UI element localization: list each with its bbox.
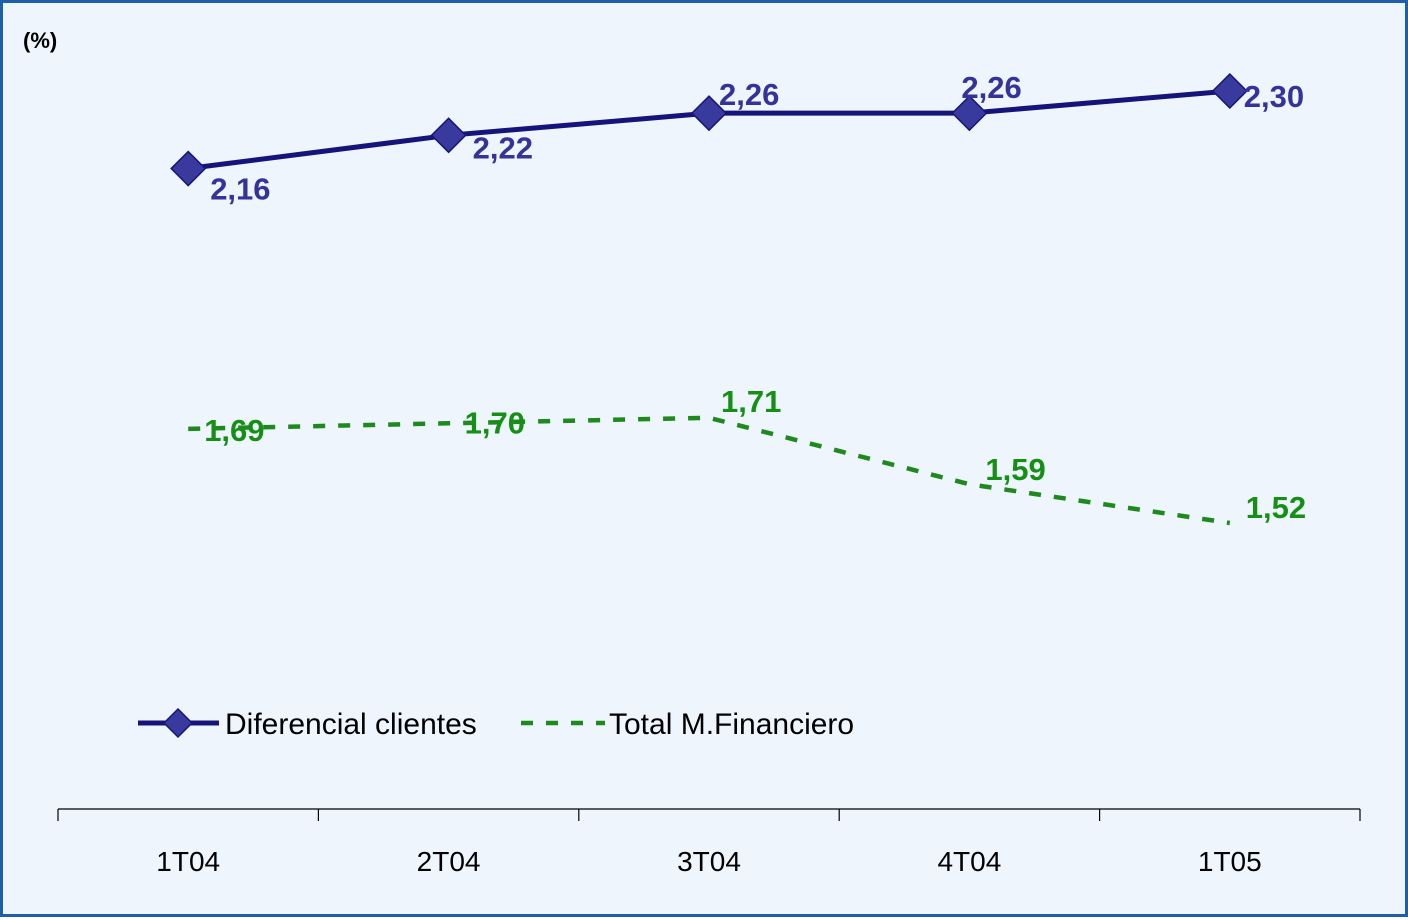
x-tick-label: 3T04 bbox=[677, 846, 741, 877]
data-label: 2,22 bbox=[473, 130, 533, 165]
data-label: 1,71 bbox=[721, 384, 781, 419]
data-label: 1,59 bbox=[985, 452, 1045, 487]
data-label: 1,70 bbox=[465, 405, 525, 440]
legend-label: Total M.Financiero bbox=[609, 708, 854, 741]
legend-label: Diferencial clientes bbox=[225, 708, 477, 741]
data-label: 2,26 bbox=[961, 70, 1021, 105]
series-line-2 bbox=[188, 415, 1231, 526]
data-label: 2,26 bbox=[719, 77, 779, 112]
data-point-diamond bbox=[951, 95, 988, 132]
data-point-diamond bbox=[690, 95, 728, 132]
line-chart: (%) 1T04 2T04 3T04 4T04 1T05 Diferencial cli… bbox=[23, 28, 1361, 877]
data-label: 1,69 bbox=[204, 413, 264, 448]
data-point-diamond bbox=[430, 117, 467, 154]
data-point-diamond bbox=[1211, 72, 1248, 110]
data-point-diamond bbox=[170, 150, 207, 187]
x-tick-label: 4T04 bbox=[937, 846, 1001, 877]
x-tick-label: 1T04 bbox=[156, 846, 220, 877]
x-tick-label: 1T05 bbox=[1198, 846, 1262, 877]
data-label: 1,52 bbox=[1246, 490, 1306, 525]
unit-label: (%) bbox=[23, 28, 57, 53]
data-label: 2,30 bbox=[1244, 79, 1304, 114]
x-tick-label: 2T04 bbox=[417, 846, 481, 877]
data-label: 2,16 bbox=[210, 172, 270, 207]
legend-diamond-icon bbox=[162, 707, 194, 739]
